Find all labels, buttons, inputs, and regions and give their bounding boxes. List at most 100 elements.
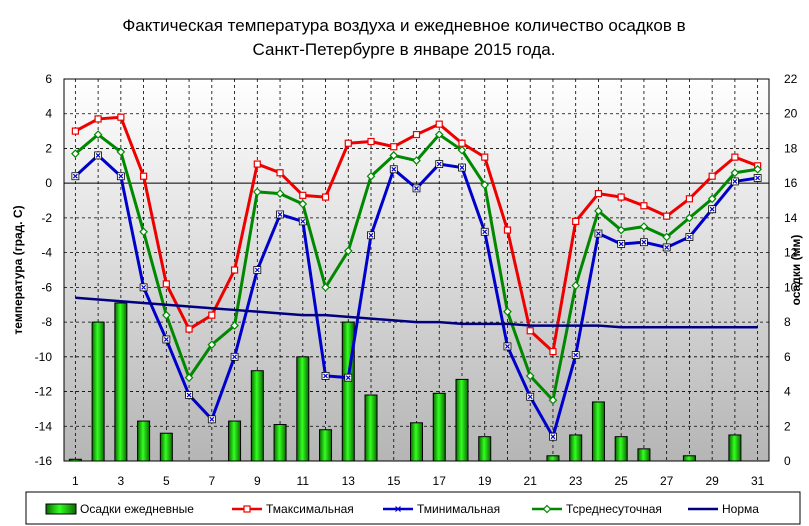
x-tick-label: 19	[478, 474, 492, 488]
tmax-point	[208, 311, 216, 319]
x-tick-label: 17	[433, 474, 447, 488]
tmax-point	[640, 202, 648, 210]
tavg-point	[93, 130, 103, 139]
tavg-point	[685, 213, 694, 223]
tavg-point	[662, 232, 672, 242]
y-left-tick-label: -4	[41, 246, 52, 260]
legend-label: Осадки ежедневные	[80, 502, 194, 516]
y-right-tick-label: 16	[784, 176, 798, 190]
bars-precipitation	[68, 302, 742, 462]
tmax-point	[572, 217, 580, 225]
tavg-point	[434, 130, 444, 139]
y-left-tick-label: 0	[45, 176, 52, 190]
legend-label: Норма	[722, 502, 759, 516]
tmin-point-cross	[709, 206, 715, 212]
tavg-point	[230, 321, 239, 330]
tmin-point-cross	[436, 161, 442, 167]
tmin-point-cross	[141, 284, 147, 290]
x-tick-label: 15	[387, 474, 401, 488]
x-tick-label: 23	[569, 474, 583, 488]
y-left-tick-label: -8	[41, 315, 52, 329]
precip-bar	[319, 429, 333, 462]
legend-marker	[243, 505, 251, 513]
tmin-point-cross	[414, 185, 419, 191]
tmin-point-cross	[368, 232, 374, 238]
tavg-point	[298, 199, 308, 209]
tmax-point	[503, 226, 512, 234]
legend-swatch-precip	[45, 503, 77, 515]
tmax-point	[390, 143, 398, 151]
tmax-point	[162, 280, 170, 288]
y-left-tick-label: -12	[35, 385, 53, 399]
x-tick-label: 3	[118, 474, 125, 488]
y-right-tick-label: 22	[784, 72, 798, 86]
precip-bar	[546, 455, 560, 462]
tavg-point	[366, 171, 376, 181]
x-tick-label: 1	[72, 474, 79, 488]
tmin-point-cross	[732, 179, 738, 184]
tmax-point	[685, 195, 694, 203]
y-axis-left-label: температура (град. С)	[11, 205, 25, 334]
tavg-point	[116, 147, 126, 157]
tmax-point	[663, 212, 671, 220]
tmax-point	[458, 139, 466, 147]
tavg-point	[503, 307, 512, 317]
tmin-point-cross	[505, 343, 510, 349]
precip-bar	[682, 455, 696, 462]
tmax-point	[481, 153, 489, 161]
precip-bar	[68, 458, 82, 462]
precip-bar	[637, 448, 651, 462]
y-right-tick-label: 20	[784, 107, 798, 121]
tmax-point	[617, 193, 625, 201]
tavg-point	[343, 246, 353, 256]
tavg-point	[457, 145, 467, 155]
tmin-point-cross	[686, 234, 692, 240]
precip-bar	[250, 370, 264, 462]
tavg-point	[480, 180, 490, 190]
x-tick-label: 27	[660, 474, 674, 488]
precip-bar	[455, 378, 469, 462]
tmin-point-cross	[482, 229, 488, 235]
x-tick-label: 13	[342, 474, 356, 488]
y-right-tick-label: 0	[784, 454, 791, 468]
tavg-point	[525, 371, 535, 381]
tavg-point	[207, 340, 217, 350]
tmin-point-cross	[209, 416, 215, 422]
tavg-point	[594, 206, 603, 216]
precip-bar	[728, 434, 742, 462]
x-tick-label: 11	[297, 474, 310, 488]
tmax-point	[71, 127, 79, 135]
x-tick-label: 7	[208, 474, 215, 488]
x-tick-label: 29	[705, 474, 719, 488]
tmin-point-cross	[186, 392, 192, 398]
precip-bar	[159, 432, 173, 462]
precip-bar	[410, 422, 423, 462]
y-right-tick-label: 6	[784, 350, 791, 364]
tavg-point	[548, 395, 558, 405]
precip-bar	[91, 321, 105, 462]
tmax-point	[185, 325, 193, 333]
series-line	[75, 296, 758, 329]
chart-title-line2: Санкт-Петербурге в январе 2015 года.	[253, 40, 556, 59]
x-tick-label: 21	[524, 474, 538, 488]
y-right-tick-label: 2	[784, 419, 791, 433]
y-right-tick-label: 12	[784, 246, 798, 260]
tavg-point	[412, 156, 421, 165]
tmax-point	[253, 160, 261, 168]
legend-label: Тмаксимальная	[266, 502, 354, 516]
tavg-point	[389, 151, 399, 160]
tmin-point-cross	[550, 434, 556, 440]
tmin-point-cross	[596, 231, 601, 236]
tmin-point-cross	[277, 212, 283, 217]
precip-bar	[114, 302, 128, 462]
tmin-point-cross	[323, 373, 328, 379]
y-left-tick-label: -16	[35, 454, 53, 468]
tmin-point-cross	[459, 165, 465, 170]
tavg-point	[707, 194, 717, 204]
tavg-point	[184, 373, 194, 383]
tmax-point	[117, 113, 125, 121]
tmax-point	[412, 130, 421, 139]
tmin-point-cross	[527, 394, 533, 400]
y-left-tick-label: 6	[45, 72, 52, 86]
axis-ticks: 6420-2-4-6-8-10-12-14-162220181614121086…	[35, 72, 798, 488]
